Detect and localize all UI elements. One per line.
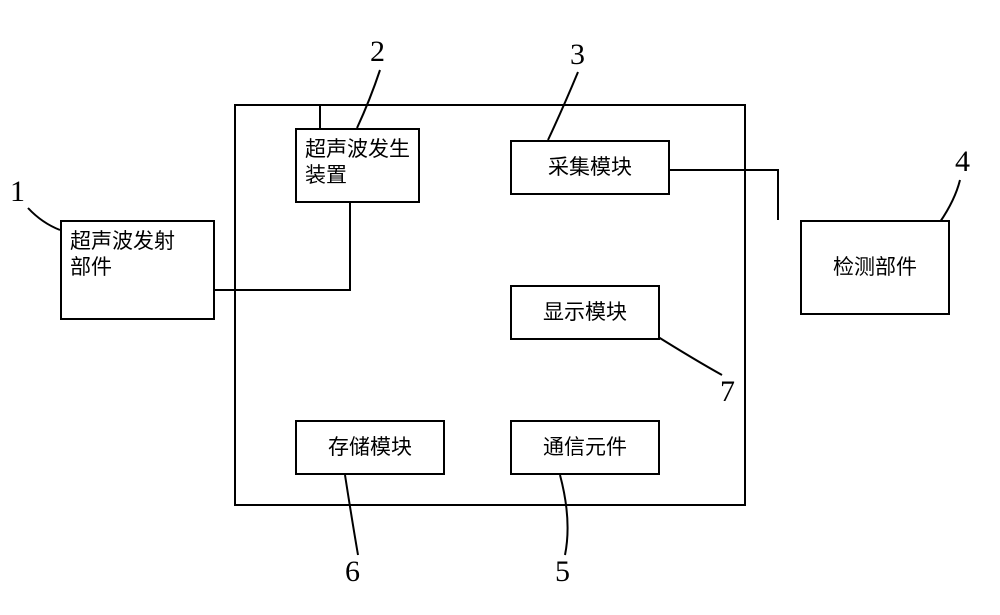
callout-1-number: 1 <box>10 175 25 209</box>
node-ultrasonic-generator: 超声波发生 装置 <box>295 128 420 203</box>
callout-6-line <box>345 475 358 555</box>
node-detection-component-label: 检测部件 <box>833 254 917 280</box>
callout-7-line <box>655 335 722 375</box>
node-ultrasonic-emitter: 超声波发射 部件 <box>60 220 215 320</box>
callout-1-line <box>28 208 60 230</box>
node-display-module: 显示模块 <box>510 285 660 340</box>
callout-3-number: 3 <box>570 38 585 72</box>
callout-4-number: 4 <box>955 145 970 179</box>
callout-6-number: 6 <box>345 555 360 589</box>
callout-7-number: 7 <box>720 375 735 409</box>
callout-5-number: 5 <box>555 555 570 589</box>
wire-node3-to-node4 <box>670 170 778 220</box>
node-display-module-label: 显示模块 <box>543 299 627 325</box>
callout-4-line <box>940 180 960 222</box>
callout-2-number: 2 <box>370 35 385 69</box>
callout-3-line <box>548 72 578 140</box>
callout-5-line <box>560 475 568 555</box>
node-storage-module-label: 存储模块 <box>328 434 412 460</box>
node-acquisition-module-label: 采集模块 <box>548 154 632 180</box>
node-ultrasonic-emitter-label: 超声波发射 部件 <box>70 228 175 281</box>
node-acquisition-module: 采集模块 <box>510 140 670 195</box>
node-storage-module: 存储模块 <box>295 420 445 475</box>
node-ultrasonic-generator-label: 超声波发生 装置 <box>305 136 410 189</box>
node-communication-element: 通信元件 <box>510 420 660 475</box>
wire-node2-to-node1 <box>215 203 350 290</box>
callout-2-line <box>357 70 380 128</box>
diagram-stage: 超声波发射 部件 超声波发生 装置 采集模块 检测部件 显示模块 存储模块 通信… <box>0 0 1000 615</box>
node-detection-component: 检测部件 <box>800 220 950 315</box>
node-communication-element-label: 通信元件 <box>543 434 627 460</box>
